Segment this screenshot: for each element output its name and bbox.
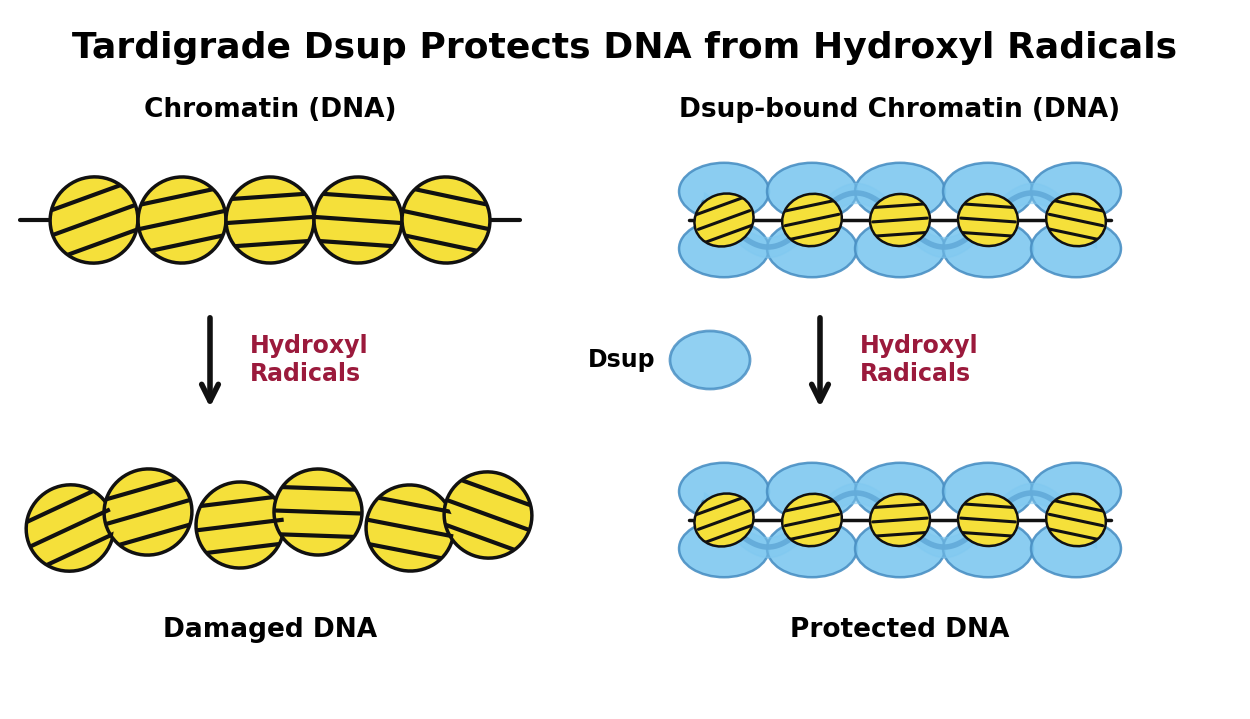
Ellipse shape <box>942 220 1032 278</box>
Ellipse shape <box>855 162 945 220</box>
Ellipse shape <box>768 463 858 520</box>
Ellipse shape <box>226 177 314 263</box>
Ellipse shape <box>26 485 114 571</box>
Ellipse shape <box>1031 162 1121 220</box>
Ellipse shape <box>274 469 362 555</box>
Ellipse shape <box>670 331 750 389</box>
Ellipse shape <box>855 220 945 278</box>
Ellipse shape <box>1031 520 1121 577</box>
Ellipse shape <box>958 494 1017 546</box>
Ellipse shape <box>855 463 945 520</box>
Ellipse shape <box>679 162 769 220</box>
Ellipse shape <box>1046 494 1106 546</box>
Ellipse shape <box>50 177 138 263</box>
Ellipse shape <box>870 194 930 246</box>
Ellipse shape <box>679 520 769 577</box>
Ellipse shape <box>768 220 858 278</box>
Ellipse shape <box>104 469 192 555</box>
Ellipse shape <box>768 520 858 577</box>
Ellipse shape <box>138 177 226 263</box>
Ellipse shape <box>1031 463 1121 520</box>
Ellipse shape <box>695 193 754 247</box>
Ellipse shape <box>782 194 841 246</box>
Ellipse shape <box>196 482 284 568</box>
Ellipse shape <box>1031 220 1121 278</box>
Ellipse shape <box>958 194 1017 246</box>
Text: Hydroxyl
Radicals: Hydroxyl Radicals <box>250 334 369 386</box>
Ellipse shape <box>402 177 490 263</box>
Text: Damaged DNA: Damaged DNA <box>162 617 378 643</box>
Ellipse shape <box>942 162 1032 220</box>
Ellipse shape <box>366 485 454 571</box>
Ellipse shape <box>768 162 858 220</box>
Text: Protected DNA: Protected DNA <box>790 617 1010 643</box>
Ellipse shape <box>679 463 769 520</box>
Ellipse shape <box>942 520 1032 577</box>
Ellipse shape <box>942 463 1032 520</box>
Ellipse shape <box>314 177 402 263</box>
Text: Hydroxyl
Radicals: Hydroxyl Radicals <box>860 334 979 386</box>
Ellipse shape <box>870 494 930 546</box>
Ellipse shape <box>782 494 841 546</box>
Text: Dsup-bound Chromatin (DNA): Dsup-bound Chromatin (DNA) <box>680 97 1120 123</box>
Ellipse shape <box>695 493 754 546</box>
Ellipse shape <box>1046 194 1106 246</box>
Ellipse shape <box>855 520 945 577</box>
Ellipse shape <box>444 472 532 558</box>
Ellipse shape <box>679 220 769 278</box>
Text: Dsup: Dsup <box>588 348 655 372</box>
Text: Chromatin (DNA): Chromatin (DNA) <box>144 97 396 123</box>
Text: Tardigrade Dsup Protects DNA from Hydroxyl Radicals: Tardigrade Dsup Protects DNA from Hydrox… <box>72 31 1177 65</box>
